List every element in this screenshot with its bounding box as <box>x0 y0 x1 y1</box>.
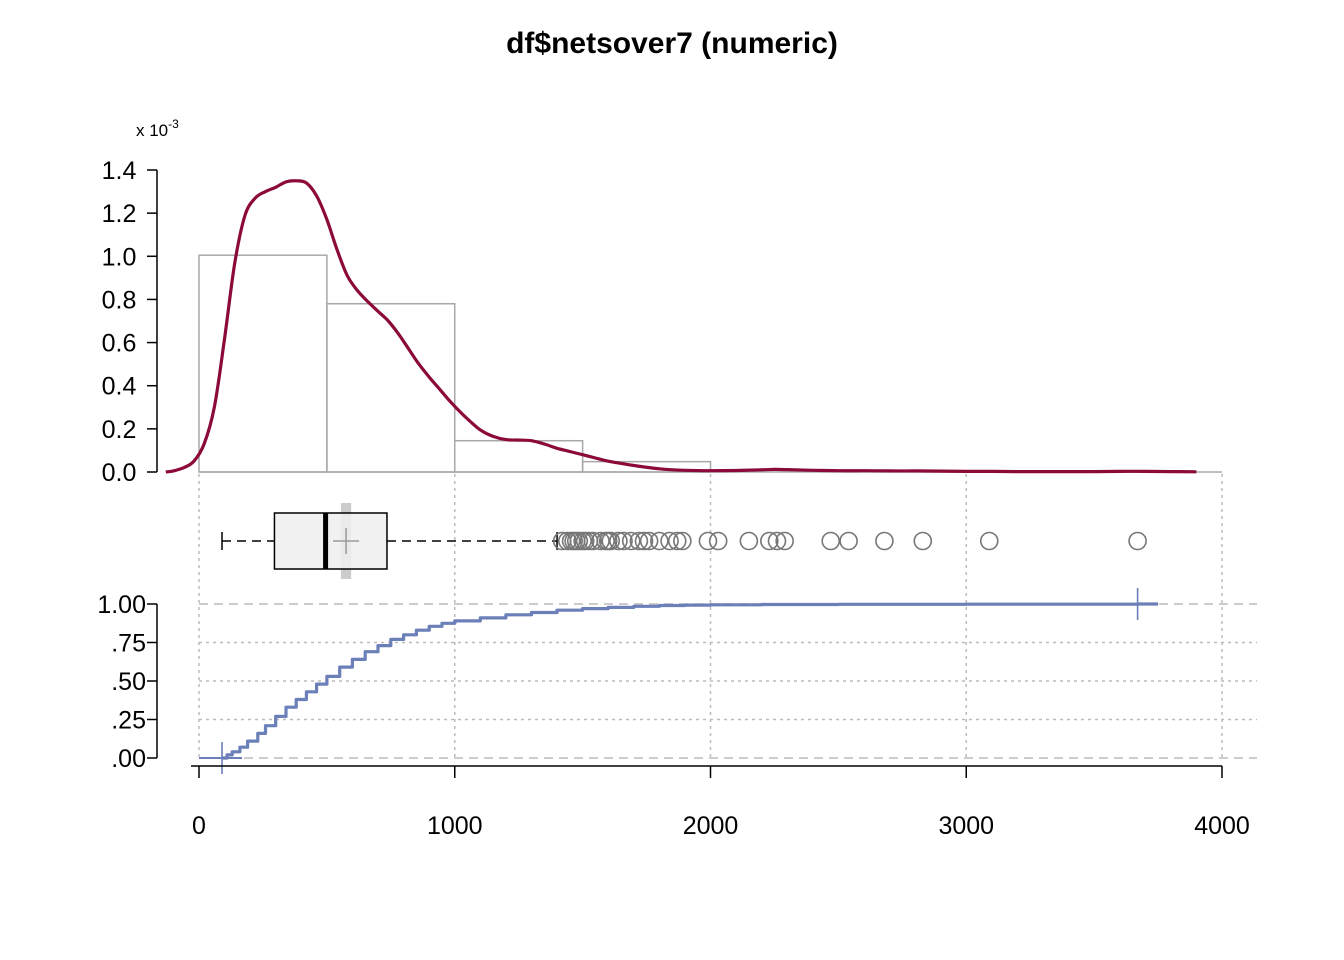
outlier-point <box>767 531 787 551</box>
outlier-point <box>650 531 669 551</box>
ecdf-tick-label: .50 <box>111 668 146 696</box>
outlier-point <box>629 531 649 551</box>
outlier-point <box>875 531 894 551</box>
ecdf-tick-label: 1.00 <box>97 591 146 619</box>
outlier-point <box>609 531 628 551</box>
x-tick-label: 2000 <box>683 812 739 840</box>
outlier-point <box>1128 531 1147 551</box>
x-tick-label: 3000 <box>938 812 994 840</box>
ecdf-curve <box>199 588 1159 774</box>
outlier-point <box>739 531 759 551</box>
x-axis: 0 1000 2000 3000 4000 <box>191 765 1250 840</box>
outlier-point <box>673 531 692 551</box>
density-tick-label: 0.4 <box>102 373 137 401</box>
density-tick-label: 1.2 <box>102 200 137 228</box>
boxplot <box>221 503 1147 579</box>
histogram-bar <box>454 439 584 473</box>
outlier-point <box>591 531 610 551</box>
outlier-point <box>979 531 999 551</box>
density-multiplier-base: x 10 <box>136 121 168 140</box>
ecdf-axis: .00 .25 .50 .75 1.00 <box>97 591 158 773</box>
density-tick-label: 1.4 <box>102 157 137 185</box>
histogram-bar <box>326 302 456 473</box>
chart-title: df$netsover7 (numeric) <box>506 27 838 60</box>
outlier-point <box>913 531 933 551</box>
histogram-bar <box>581 460 712 473</box>
density-multiplier-label: x 10-3 <box>136 117 179 140</box>
density-tick-label: 1.0 <box>102 243 137 271</box>
outlier-point <box>583 531 603 551</box>
x-tick-label: 1000 <box>427 812 483 840</box>
histogram <box>198 254 1222 473</box>
outlier-point <box>575 531 595 551</box>
outlier-point <box>760 531 779 551</box>
density-line <box>165 179 1197 474</box>
ecdf-line <box>222 602 1159 760</box>
outlier-point <box>660 531 679 551</box>
density-tick-label: 0.0 <box>102 459 137 487</box>
density-multiplier-exponent: -3 <box>168 117 179 131</box>
ecdf-tick-label: .75 <box>111 630 146 658</box>
outlier-point <box>639 531 659 551</box>
outlier-point <box>708 531 728 551</box>
ecdf-tick-label: .00 <box>111 745 146 773</box>
outlier-point <box>569 531 589 551</box>
ecdf-tick-label: .25 <box>111 707 146 735</box>
density-tick-label: 0.8 <box>102 286 137 314</box>
outlier-point <box>621 531 641 551</box>
x-tick-label: 4000 <box>1194 812 1250 840</box>
outlier-point <box>634 531 654 551</box>
density-curve <box>165 179 1197 474</box>
density-tick-label: 0.2 <box>102 416 137 444</box>
outlier-point <box>557 531 577 551</box>
outlier-point <box>839 531 858 551</box>
outlier-point <box>667 531 687 551</box>
density-tick-label: 0.6 <box>102 330 137 358</box>
outlier-point <box>601 531 621 551</box>
box-iqr <box>273 512 388 570</box>
outlier-point <box>821 531 841 551</box>
x-tick-label: 0 <box>192 812 206 840</box>
outlier-point <box>698 531 718 551</box>
density-axis: 0.0 0.2 0.4 0.6 0.8 1.0 1.2 1.4 <box>102 157 158 487</box>
histogram-bar <box>198 254 328 473</box>
outlier-point <box>614 531 633 551</box>
outlier-point <box>775 531 794 551</box>
